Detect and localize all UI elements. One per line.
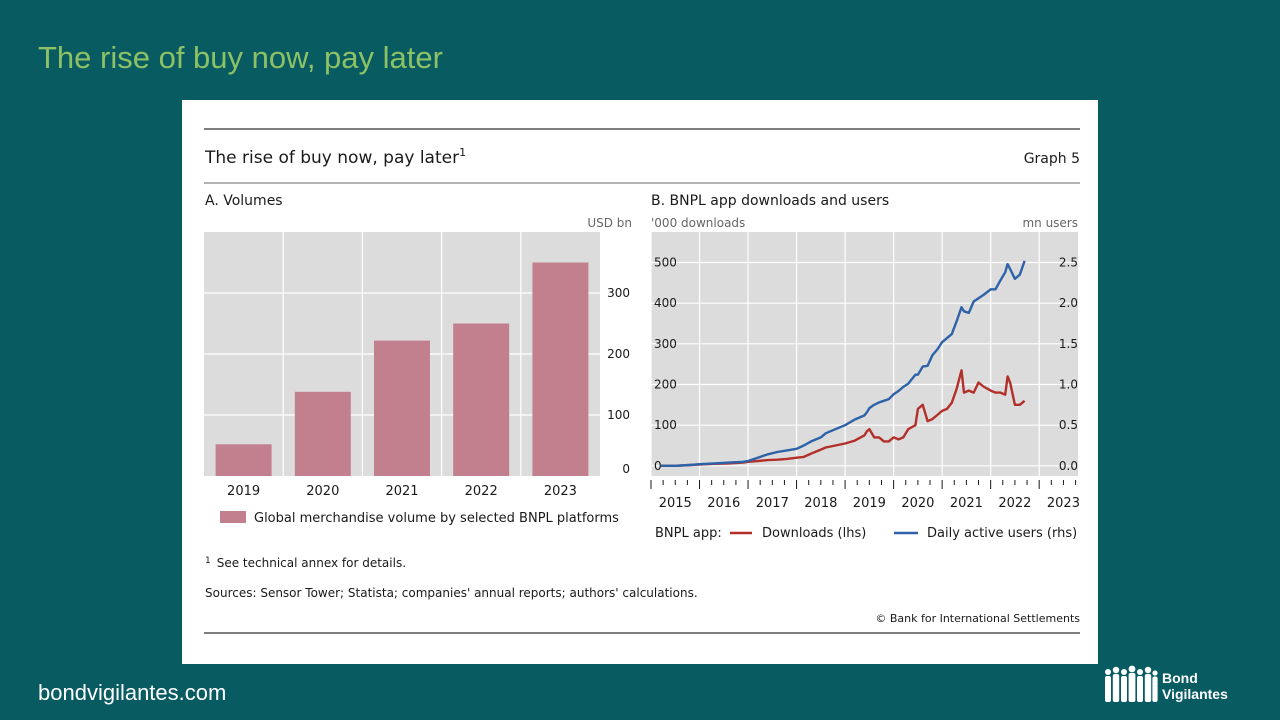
legend-label-volume: Global merchandise volume by selected BN…	[254, 511, 619, 526]
bond-vigilantes-logo: Bond Vigilantes	[1102, 664, 1252, 708]
figure-title: The rise of buy now, pay later1	[204, 146, 466, 168]
footnote: 1 See technical annex for details.	[205, 556, 406, 570]
panel-a-unit-label: USD bn	[587, 216, 632, 230]
panel-b-left-tick-label: 500	[654, 256, 677, 270]
panel-b-xtick-label: 2021	[950, 496, 983, 511]
graph-label: Graph 5	[1024, 151, 1080, 167]
panel-a-ytick-label: 300	[607, 286, 630, 300]
panel-b-right-tick-label: 2.5	[1059, 256, 1078, 270]
panel-b-series-daily-active-users	[660, 260, 1026, 467]
sources-note: Sources: Sensor Tower; Statista; compani…	[205, 586, 698, 600]
panel-b-left-tick-label: 0	[654, 459, 662, 473]
legend-label-downloads: Downloads (lhs)	[762, 526, 866, 541]
brand-line-1: Bond	[1162, 670, 1198, 686]
panel-b-right-tick-label: 1.0	[1059, 378, 1078, 392]
panel-b-xtick-label: 2017	[756, 496, 789, 511]
panel-b-plot-area	[651, 232, 1078, 476]
panel-a-title: A. Volumes	[205, 193, 283, 209]
panel-a-bar-2021	[374, 340, 430, 476]
panel-a-bar-2022	[453, 323, 510, 476]
panel-a-xtick-label: 2023	[544, 484, 577, 499]
panel-b-right-tick-label: 1.5	[1059, 337, 1078, 351]
panel-a-xtick-label: 2020	[306, 484, 339, 499]
panel-b-series-downloads	[660, 369, 1026, 467]
panel-b-left-tick-label: 400	[654, 296, 677, 310]
panel-a-xtick-label: 2022	[465, 484, 498, 499]
panel-a-bar-2023	[532, 262, 589, 476]
panel-a-xtick-label: 2019	[227, 484, 260, 499]
panel-b-xtick-label: 2019	[853, 496, 886, 511]
people-silhouettes-icon	[1105, 665, 1158, 702]
panel-a-ytick-label: 0	[622, 462, 630, 476]
panel-b-left-tick-label: 200	[654, 378, 677, 392]
panel-b-xtick-label: 2022	[998, 496, 1031, 511]
panel-a-volumes: 0 100 200 300 2019 2020 2021 2022 2023	[204, 232, 630, 499]
panel-a-ytick-label: 200	[607, 347, 630, 361]
panel-a-bar-2020	[294, 391, 351, 476]
panel-b-right-tick-label: 2.0	[1059, 296, 1078, 310]
panel-b-right-unit: mn users	[1022, 216, 1078, 230]
panel-b-left-tick-label: 100	[654, 418, 677, 432]
brand-wordmark: Bond Vigilantes	[1162, 670, 1228, 702]
bis-graph-5: The rise of buy now, pay later1 Graph 5 …	[182, 100, 1098, 664]
panel-a-ytick-label: 100	[607, 408, 630, 422]
legend-prefix: BNPL app:	[655, 526, 722, 541]
panel-b-right-tick-label: 0.0	[1059, 459, 1078, 473]
panel-b-left-tick-label: 300	[654, 337, 677, 351]
panel-a-bar-2019	[215, 444, 272, 476]
panel-b-title: B. BNPL app downloads and users	[651, 193, 889, 209]
panel-b-downloads-users: 0 100 200 300 400 500 0.0 0.5 1.0 1.5 2.0 2.5 2015 20…	[650, 232, 1080, 511]
legend-label-users: Daily active users (rhs)	[927, 526, 1077, 541]
panel-b-xtick-label: 2016	[707, 496, 740, 511]
figure-card: The rise of buy now, pay later1 Graph 5 …	[182, 100, 1098, 664]
panel-a-xtick-label: 2021	[385, 484, 418, 499]
panel-b-left-unit: '000 downloads	[651, 216, 745, 230]
panel-b-xtick-label: 2020	[901, 496, 934, 511]
panel-b-xtick-label: 2015	[659, 496, 692, 511]
panel-b-right-tick-label: 0.5	[1059, 418, 1078, 432]
legend-swatch-volume	[220, 511, 246, 523]
brand-line-2: Vigilantes	[1162, 686, 1228, 702]
panel-b-xtick-label: 2023	[1047, 496, 1080, 511]
slide-title: The rise of buy now, pay later	[38, 40, 443, 75]
copyright-note: © Bank for International Settlements	[875, 612, 1080, 625]
panel-b-xtick-label: 2018	[804, 496, 837, 511]
footer-url[interactable]: bondvigilantes.com	[38, 680, 227, 705]
